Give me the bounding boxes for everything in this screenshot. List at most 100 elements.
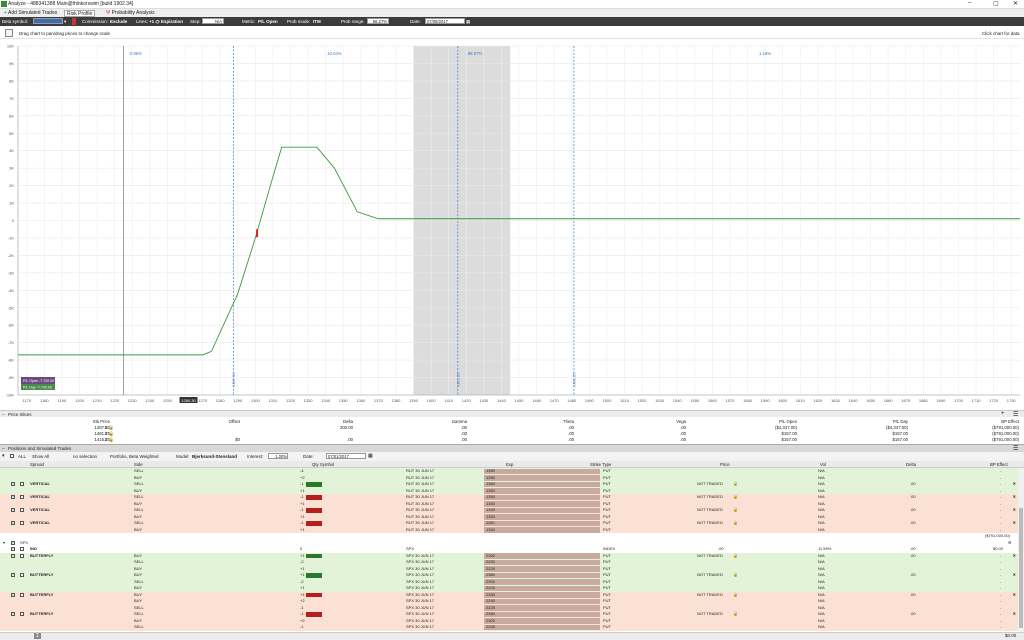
chevron-down-icon[interactable]: ▾ xyxy=(2,453,5,459)
row-checkbox-secondary[interactable] xyxy=(20,573,24,577)
side-cell[interactable]: BUY xyxy=(134,474,143,480)
strike-field[interactable] xyxy=(484,611,600,617)
qty-cell[interactable]: +1 xyxy=(300,565,305,571)
tab-probability-analysis[interactable]: Ψ Probability Analysis xyxy=(104,10,157,17)
chevron-down-icon[interactable]: ▾ xyxy=(64,19,67,24)
strike-cell[interactable]: 2300 xyxy=(486,617,495,623)
model-select[interactable]: Bjerksund-Stensland xyxy=(192,454,238,459)
row-checkbox[interactable] xyxy=(11,494,16,501)
close-icon[interactable]: ✕ xyxy=(1013,1,1019,7)
scrollbar-thumb[interactable] xyxy=(1019,508,1023,628)
strike-field[interactable] xyxy=(484,475,600,481)
qty-stepper[interactable] xyxy=(306,508,322,513)
maximize-icon[interactable]: ▢ xyxy=(993,1,999,7)
type-cell[interactable]: PUT xyxy=(603,617,611,623)
collapse-icon[interactable]: − xyxy=(2,412,5,417)
table-row[interactable]: SELL -2 SPX 30 JUN 17 2250 PUT N/A - xyxy=(0,559,1018,566)
row-checkbox[interactable] xyxy=(11,572,16,579)
strike-cell[interactable]: 2225 xyxy=(486,604,495,610)
table-row[interactable]: VERTICAL SELL -1 RUT 30 JUN 17 1350 PUT NOT TR… xyxy=(0,494,1018,501)
strike-cell[interactable]: 1350 xyxy=(486,468,495,473)
remove-icon[interactable]: ✕ xyxy=(1012,591,1016,597)
minimize-icon[interactable]: – xyxy=(968,0,972,6)
header-price[interactable]: Price xyxy=(720,462,730,467)
tab-add-simulated-trades[interactable]: + Add Simulated Trades xyxy=(2,10,59,17)
side-cell[interactable]: SELL xyxy=(134,578,144,584)
row-checkbox[interactable] xyxy=(11,611,16,618)
strike-field[interactable] xyxy=(484,481,600,487)
strike-cell[interactable]: 2250 xyxy=(486,559,495,564)
strike-cell[interactable]: 1280 xyxy=(486,474,495,480)
type-cell[interactable]: PUT xyxy=(603,494,611,499)
interest-input[interactable]: 1.00% xyxy=(268,453,288,459)
side-cell[interactable]: BUY xyxy=(134,591,143,597)
strike-cell[interactable]: 1340 xyxy=(486,507,495,512)
strike-cell[interactable]: 1340 xyxy=(486,500,495,506)
table-row[interactable]: BUTTERFLY BUY +1 SPX 30 JUN 17 2330 PUT NOT TR… xyxy=(0,591,1018,598)
lines-value[interactable]: +1 @ Expiration xyxy=(149,19,184,24)
price-slices-cell[interactable]: 1481.25 xyxy=(94,431,110,436)
strike-field[interactable] xyxy=(484,520,600,526)
table-row[interactable]: BUTTERFLY SELL -1 SPX 30 JUN 17 2350 PUT NOT T… xyxy=(0,611,1018,618)
type-cell[interactable]: PUT xyxy=(603,500,611,506)
table-row[interactable]: IND 0 SPX INDEX .00 11.59% .00 $0.00 xyxy=(0,546,1018,553)
table-row[interactable]: BUY +1 SPX 30 JUN 17 2225 PUT N/A - xyxy=(0,565,1018,572)
strike-field[interactable] xyxy=(484,514,600,520)
lock-icon[interactable]: 🔒 xyxy=(733,520,738,525)
row-checkbox[interactable] xyxy=(11,507,16,514)
remove-icon[interactable]: ✕ xyxy=(1012,481,1016,486)
type-cell[interactable]: PUT xyxy=(603,578,611,584)
prob-range-input[interactable]: 68.27% xyxy=(367,18,389,24)
table-row[interactable]: SELL -4 RUT 30 JUN 17 1350 PUT N/A - xyxy=(0,468,1018,475)
strike-field[interactable] xyxy=(484,624,600,630)
portfolio-filter[interactable]: Portfolio, Beta Weighted xyxy=(110,454,159,459)
qty-stepper[interactable] xyxy=(306,573,322,578)
strike-cell[interactable]: 2330 xyxy=(486,591,495,597)
type-cell[interactable]: PUT xyxy=(603,604,611,610)
qty-cell[interactable]: -1 xyxy=(300,494,304,499)
type-cell[interactable]: PUT xyxy=(603,474,611,480)
price-slices-cell[interactable]: 1415.20 xyxy=(94,437,110,442)
type-cell[interactable]: PUT xyxy=(603,559,611,564)
header-exp[interactable]: Exp xyxy=(506,462,514,467)
row-checkbox-secondary[interactable] xyxy=(20,553,24,558)
row-checkbox-secondary[interactable] xyxy=(20,482,24,486)
menu-icon[interactable]: ☰ xyxy=(1013,446,1019,452)
strike-cell[interactable]: 2290 xyxy=(486,598,495,603)
side-cell[interactable]: BUY xyxy=(134,565,143,571)
qty-cell[interactable]: +1 xyxy=(300,526,305,532)
type-cell[interactable]: PUT xyxy=(603,598,611,603)
row-checkbox-secondary[interactable] xyxy=(20,521,24,525)
qty-cell[interactable]: -1 xyxy=(300,611,304,616)
vertical-scrollbar[interactable] xyxy=(1018,468,1024,632)
table-row[interactable]: BUY +2 SPX 30 JUN 17 2290 PUT N/A - xyxy=(0,598,1018,605)
strike-cell[interactable]: 1330 xyxy=(486,513,495,519)
lock-icon[interactable]: 🔒 xyxy=(733,507,738,512)
qty-cell[interactable]: +1 xyxy=(300,585,305,590)
side-cell[interactable]: BUY xyxy=(134,572,143,577)
row-checkbox[interactable] xyxy=(11,546,16,553)
strike-field[interactable] xyxy=(484,579,600,585)
type-cell[interactable]: PUT xyxy=(603,572,611,577)
remove-icon[interactable]: ✕ xyxy=(1012,494,1016,499)
strike-field[interactable] xyxy=(484,605,600,611)
strike-field[interactable] xyxy=(484,572,600,578)
table-row[interactable]: SELL -2 SPX 30 JUN 17 2300 PUT N/A - xyxy=(0,578,1018,585)
header-strike-type[interactable]: Strike Type xyxy=(590,462,612,467)
table-row[interactable]: BUY +1 RUT 30 JUN 17 1330 PUT N/A - xyxy=(0,513,1018,520)
remove-icon[interactable]: ✕ xyxy=(1012,552,1016,558)
side-cell[interactable]: BUY xyxy=(134,585,143,590)
table-row[interactable]: BUY +1 RUT 30 JUN 17 1350 PUT N/A - xyxy=(0,487,1018,494)
add-slice-icon[interactable]: + xyxy=(1001,411,1005,417)
qty-cell[interactable]: 0 xyxy=(300,546,303,551)
table-row[interactable]: BUY +1 RUT 30 JUN 17 1340 PUT N/A - xyxy=(0,526,1018,533)
strike-field[interactable] xyxy=(484,585,600,591)
strike-field[interactable] xyxy=(484,507,600,513)
row-checkbox[interactable] xyxy=(11,520,16,527)
row-checkbox[interactable] xyxy=(11,553,16,559)
qty-cell[interactable]: +1 xyxy=(300,513,305,519)
tab-risk-profile[interactable]: Risk Profile xyxy=(64,10,96,17)
strike-field[interactable] xyxy=(484,566,600,572)
qty-stepper[interactable] xyxy=(306,612,322,617)
strike-cell[interactable]: 1350 xyxy=(486,494,495,499)
